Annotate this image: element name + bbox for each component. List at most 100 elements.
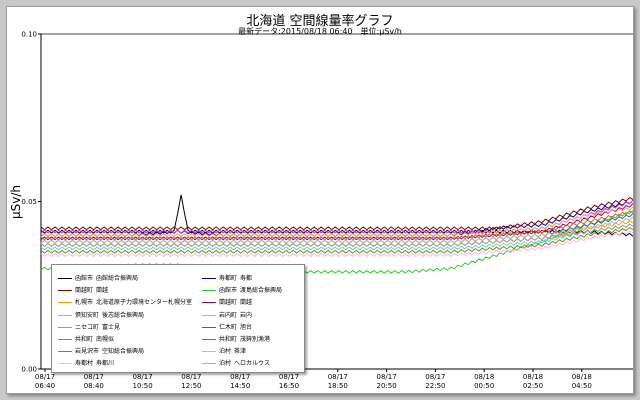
- x-tick-date: 08/17: [84, 373, 104, 381]
- legend-swatch: [58, 314, 72, 316]
- x-tick-date: 08/17: [35, 373, 55, 381]
- legend-entry: 岩内町 岩内: [202, 310, 252, 321]
- x-tick-time: 12:50: [181, 382, 201, 390]
- legend-swatch: [202, 314, 216, 316]
- y-tick-label: 0.00: [21, 366, 37, 374]
- legend-city: 蘭越町: [75, 287, 94, 295]
- legend-entry: 寿都村 寿都川: [58, 358, 114, 369]
- x-tick-date: 08/17: [279, 373, 299, 381]
- legend-city: 共和町: [75, 336, 94, 343]
- legend-swatch: [58, 339, 72, 340]
- x-tick-date: 08/17: [230, 373, 250, 381]
- legend-city: 蘭越町: [219, 299, 238, 307]
- y-axis-label: μSv/h: [9, 185, 23, 219]
- legend-station: 岩内: [240, 311, 253, 319]
- legend-station: 旭台: [240, 323, 253, 331]
- x-tick-date: 08/17: [328, 373, 348, 381]
- series-line: [40, 196, 633, 231]
- legend-swatch: [58, 363, 72, 365]
- chart-frame: 北海道 空間線量率グラフ 最新データ:2015/08/18 06:40 単位:μ…: [6, 6, 634, 394]
- legend-city: ニセコ町: [75, 323, 100, 331]
- legend-city: 倶知安町: [75, 311, 100, 319]
- legend-entry: 岩見沢市 空知総合振興局: [58, 346, 144, 357]
- legend-entry: 共和町 南幌似: [58, 334, 114, 345]
- legend-city: 函館市: [75, 275, 94, 282]
- x-tick-date: 08/17: [133, 373, 153, 381]
- x-tick-time: 00:50: [474, 382, 494, 390]
- x-tick-time: 18:50: [328, 382, 348, 390]
- series-line: [40, 206, 633, 237]
- legend-station: 北海道原子力環境センター札幌分室: [96, 299, 193, 307]
- x-tick-date: 08/17: [425, 373, 445, 381]
- legend-station: 蘭越: [240, 299, 253, 307]
- legend-swatch: [202, 351, 216, 353]
- x-tick-date: 08/17: [377, 373, 397, 381]
- x-tick-time: 04:50: [572, 382, 592, 390]
- legend-city: 岩見沢市: [75, 348, 100, 356]
- legend-entry: 函館市 渡島総合振興局: [202, 285, 282, 296]
- legend-station: 茂鉾別漁港: [240, 336, 271, 343]
- legend-entry: 泊村 茶津: [202, 346, 246, 357]
- legend-entry: 倶知安町 後志総合振興局: [58, 310, 144, 321]
- x-tick-time: 08:40: [84, 382, 104, 390]
- x-tick-time: 10:50: [133, 382, 153, 390]
- x-tick-time: 16:50: [279, 382, 299, 390]
- legend-station: 後志総合振興局: [102, 311, 145, 319]
- legend-entry: 寿都町 寿都: [202, 273, 252, 284]
- x-tick-date: 08/17: [181, 373, 201, 381]
- legend-station: 渡島総合振興局: [240, 287, 283, 295]
- legend-city: 仁木町: [219, 323, 238, 331]
- x-tick-time: 06:40: [35, 382, 55, 390]
- x-tick-time: 20:50: [377, 382, 397, 390]
- legend-swatch: [202, 278, 216, 279]
- x-tick-time: 14:50: [230, 382, 250, 390]
- legend-station: 富士見: [102, 323, 121, 331]
- legend-entry: 共和町 茂鉾別漁港: [202, 334, 270, 345]
- legend-city: 共和町: [219, 336, 238, 343]
- legend-city: 札幌市: [75, 299, 94, 307]
- legend-swatch: [202, 302, 216, 304]
- legend-city: 泊村: [219, 348, 232, 356]
- legend-swatch: [202, 363, 216, 365]
- legend-city: 泊村: [219, 360, 232, 368]
- x-tick-time: 22:50: [425, 382, 445, 390]
- chart-legend: 函館市 函館総合振興局 寿都町 寿都 蘭越町 蘭越 函館市 渡島総合振興局 札幌市 北海道原子力環…: [51, 264, 305, 373]
- legend-swatch: [58, 326, 72, 328]
- legend-swatch: [58, 278, 72, 279]
- legend-station: ヘロカルウス: [234, 360, 271, 368]
- legend-entry: 蘭越町 蘭越: [202, 297, 252, 308]
- legend-entry: 仁木町 旭台: [202, 322, 252, 333]
- legend-station: 茶津: [234, 348, 247, 356]
- series-line: [40, 230, 633, 258]
- x-tick-time: 02:50: [523, 382, 543, 390]
- legend-city: 寿都村: [75, 360, 94, 368]
- legend-station: 空知総合振興局: [102, 348, 145, 356]
- x-tick-date: 08/18: [474, 373, 494, 381]
- legend-swatch: [58, 351, 72, 353]
- legend-station: 蘭越: [96, 287, 109, 295]
- x-tick-date: 08/18: [572, 373, 592, 381]
- legend-swatch: [202, 339, 216, 340]
- legend-city: 寿都町: [219, 275, 238, 282]
- legend-swatch: [58, 302, 72, 304]
- legend-entry: 泊村 ヘロカルウス: [202, 358, 270, 369]
- legend-swatch: [202, 326, 216, 328]
- series-line: [40, 223, 633, 248]
- legend-swatch: [202, 290, 216, 292]
- legend-entry: 蘭越町 蘭越: [58, 285, 108, 296]
- series-line: [40, 226, 633, 254]
- legend-swatch: [58, 290, 72, 292]
- chart-subtitle: 最新データ:2015/08/18 06:40 単位:μSv/h: [238, 27, 402, 36]
- chart-title: 北海道 空間線量率グラフ: [246, 14, 394, 29]
- series-line: [40, 210, 633, 241]
- legend-city: 岩内町: [219, 311, 238, 319]
- legend-entry: 札幌市 北海道原子力環境センター札幌分室: [58, 297, 192, 308]
- series-line: [40, 223, 633, 251]
- legend-station: 南幌似: [96, 336, 115, 343]
- legend-entry: ニセコ町 富士見: [58, 322, 120, 333]
- legend-entry: 函館市 函館総合振興局: [58, 273, 138, 284]
- x-tick-date: 08/18: [523, 373, 543, 381]
- legend-station: 寿都: [240, 275, 253, 282]
- legend-station: 寿都川: [96, 360, 115, 368]
- legend-station: 函館総合振興局: [96, 275, 139, 282]
